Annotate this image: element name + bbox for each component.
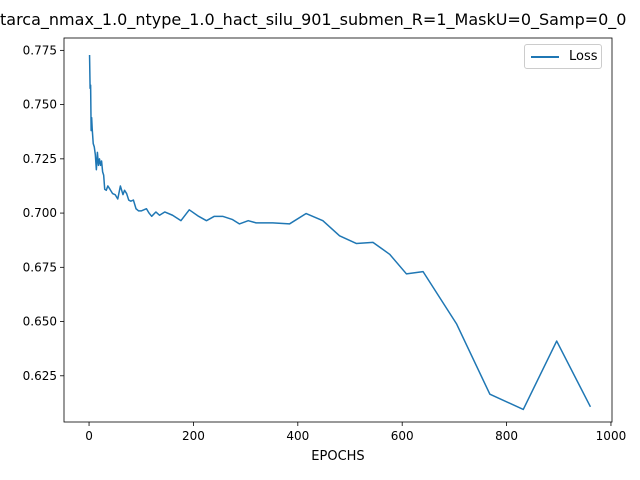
plot-frame <box>63 37 613 423</box>
series-layer <box>88 55 592 411</box>
y-tick-label: 0.750 <box>23 98 57 112</box>
y-tick-label: 0.775 <box>23 43 57 57</box>
plot-axes: 0 200 400 600 800 1000 0.625 0.650 0.675 0.700 0.7… <box>23 37 627 443</box>
y-tick-label: 0.675 <box>23 260 57 274</box>
series-line-loss <box>88 55 592 411</box>
legend-label-loss: Loss <box>569 49 598 64</box>
y-tick-label: 0.625 <box>23 369 57 383</box>
x-tick-label: 800 <box>495 429 518 443</box>
y-tick-label: 0.650 <box>23 315 57 329</box>
x-tick-label: 1000 <box>596 429 627 443</box>
legend: Loss <box>524 44 602 69</box>
x-tick-label: 0 <box>85 429 93 443</box>
chart-title: tarca_nmax_1.0_ntype_1.0_hact_silu_901_s… <box>0 10 627 29</box>
x-tick-label: 600 <box>391 429 414 443</box>
legend-swatch-loss <box>531 56 559 58</box>
x-tick-label: 400 <box>286 429 309 443</box>
y-tick-label: 0.700 <box>23 206 57 220</box>
y-tick-label: 0.725 <box>23 152 57 166</box>
x-tick-label: 200 <box>182 429 205 443</box>
x-axis-label: EPOCHS <box>311 449 365 464</box>
